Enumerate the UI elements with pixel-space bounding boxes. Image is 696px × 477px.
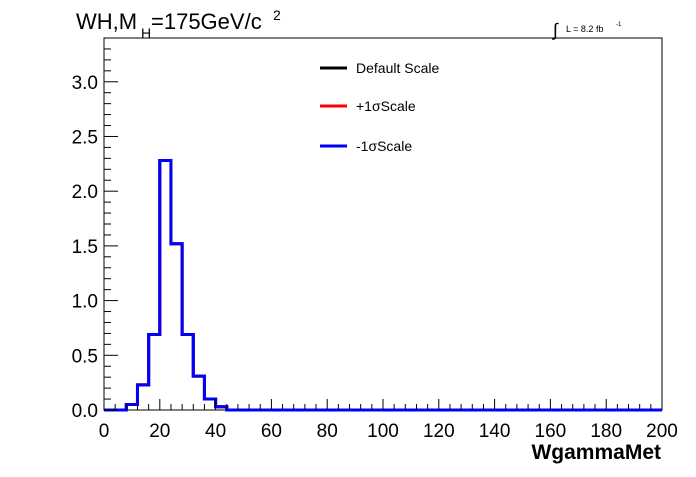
y-tick-label: 0.5 [72,346,98,367]
x-tick-label: 100 [367,421,399,442]
x-tick-label: 160 [535,421,567,442]
histogram-series-0 [104,159,662,412]
x-tick-label: 140 [479,421,511,442]
y-tick-label: 1.5 [72,237,98,258]
y-tick-label: 1.0 [72,292,98,313]
x-tick-label: 20 [149,421,170,442]
axis-layer: 0 20 40 60 80 100 120 140 160 180 200 0.0 0.5 1.0 1.5 2… [72,37,678,442]
integral-symbol: ∫ [551,20,559,40]
y-tick-label: 2.5 [72,127,98,148]
x-tick-label: 120 [423,421,455,442]
luminosity-text: L = 8.2 fb [566,24,603,34]
title-rest: =175GeV/c [151,9,262,34]
x-tick-label: 40 [205,421,226,442]
luminosity-label: ∫ L = 8.2 fb -1 [551,20,622,40]
legend: Default Scale +1σScale -1σScale [320,60,439,154]
x-tick-label: 200 [646,421,678,442]
x-tick-label: 80 [317,421,338,442]
title-subscript: H [141,25,151,41]
histogram-series-1 [104,159,662,412]
plot-frame [103,37,663,411]
x-tick-label: 180 [590,421,622,442]
legend-label-minus-sigma-scale: -1σScale [356,138,412,154]
chart-title: WH,M H =175GeV/c 2 [76,7,281,41]
histogram-series-2 [104,159,662,412]
legend-label-default-scale: Default Scale [356,60,439,76]
title-superscript: 2 [273,7,281,23]
y-tick-label: 0.0 [72,401,98,422]
y-tick-label: 2.0 [72,182,98,203]
title-main: WH,M [76,9,137,34]
luminosity-superscript: -1 [616,22,622,28]
x-tick-label: 60 [261,421,282,442]
x-tick-label: 0 [99,421,110,442]
series-layer [104,159,662,412]
legend-label-plus-sigma-scale: +1σScale [356,98,416,114]
x-axis-label: WgammaMet [531,441,661,464]
y-tick-label: 3.0 [72,73,98,94]
